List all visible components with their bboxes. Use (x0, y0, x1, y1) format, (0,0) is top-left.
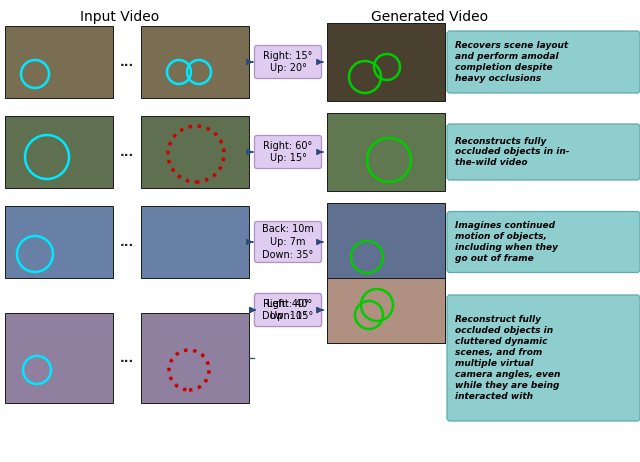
FancyBboxPatch shape (327, 23, 445, 101)
FancyBboxPatch shape (255, 293, 321, 327)
Text: Left: 40°
Down: 15°: Left: 40° Down: 15° (262, 298, 314, 322)
FancyBboxPatch shape (327, 278, 445, 342)
FancyBboxPatch shape (141, 206, 249, 278)
FancyBboxPatch shape (255, 135, 321, 169)
Text: ...: ... (120, 352, 134, 365)
Text: Back: 10m
Up: 7m
Down: 35°: Back: 10m Up: 7m Down: 35° (262, 224, 314, 260)
Text: Recovers scene layout
and perform amodal
completion despite
heavy occlusions: Recovers scene layout and perform amodal… (455, 41, 568, 83)
Text: Reconstruct fully
occluded objects in
cluttered dynamic
scenes, and from
multipl: Reconstruct fully occluded objects in cl… (455, 315, 561, 401)
FancyBboxPatch shape (255, 293, 321, 327)
FancyBboxPatch shape (141, 26, 249, 98)
Text: ...: ... (120, 236, 134, 249)
FancyBboxPatch shape (5, 26, 113, 98)
FancyBboxPatch shape (5, 313, 113, 403)
FancyBboxPatch shape (327, 278, 445, 342)
FancyBboxPatch shape (327, 203, 445, 281)
FancyBboxPatch shape (447, 212, 640, 273)
Text: Right: 60°
Up: 15°: Right: 60° Up: 15° (264, 140, 312, 164)
Text: ...: ... (120, 146, 134, 158)
Text: Generated Video: Generated Video (371, 10, 488, 24)
FancyBboxPatch shape (255, 45, 321, 79)
Text: Imagines continued
motion of objects,
including when they
go out of frame: Imagines continued motion of objects, in… (455, 221, 558, 263)
Text: ...: ... (120, 55, 134, 68)
Text: Right: 15°
Up: 20°: Right: 15° Up: 20° (263, 51, 313, 73)
Text: Right: 40°
Up: 10°: Right: 40° Up: 10° (264, 298, 312, 322)
FancyBboxPatch shape (447, 124, 640, 180)
FancyBboxPatch shape (141, 116, 249, 188)
FancyBboxPatch shape (327, 113, 445, 191)
FancyBboxPatch shape (447, 31, 640, 93)
FancyBboxPatch shape (447, 295, 640, 421)
FancyBboxPatch shape (255, 221, 321, 262)
Text: Input Video: Input Video (81, 10, 159, 24)
FancyBboxPatch shape (5, 206, 113, 278)
Text: Reconstructs fully
occluded objects in in-
the-wild video: Reconstructs fully occluded objects in i… (455, 137, 570, 167)
FancyBboxPatch shape (5, 116, 113, 188)
FancyBboxPatch shape (141, 313, 249, 403)
